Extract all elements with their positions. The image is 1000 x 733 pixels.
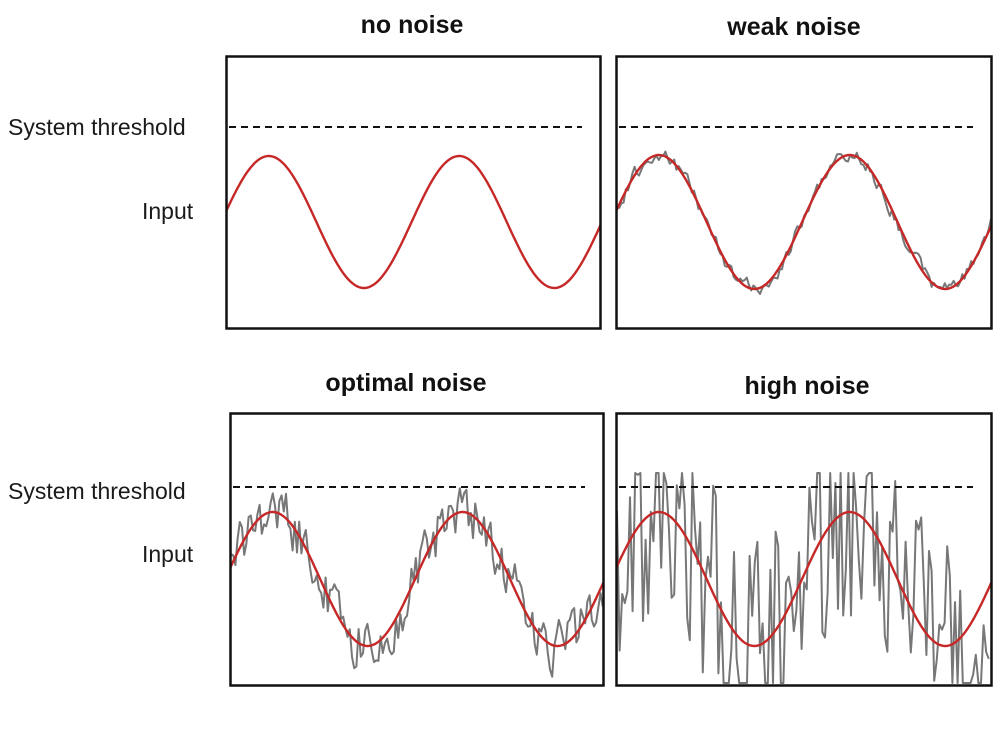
plot-weak-noise	[615, 55, 993, 330]
panel-title-weak-noise: weak noise	[727, 13, 861, 41]
panel-title-no-noise: no noise	[360, 11, 464, 39]
plot-panel-weak-noise	[615, 55, 993, 330]
plot-panel-high-noise	[615, 412, 993, 687]
plot-high-noise	[615, 412, 993, 687]
plot-panel-optimal-noise	[229, 412, 605, 687]
plot-panel-no-noise	[225, 55, 602, 330]
noisy-signal-trace	[617, 472, 990, 684]
input-sine-wave	[617, 510, 991, 648]
input-sine-wave	[227, 154, 600, 290]
plot-frame	[615, 412, 993, 687]
threshold-label-bottom: System threshold	[8, 478, 186, 504]
input-label-top: Input	[142, 198, 194, 224]
plot-frame	[615, 55, 993, 330]
input-sine-wave	[231, 510, 603, 648]
panel-title-high-noise: high noise	[744, 372, 870, 400]
noisy-signal-trace	[231, 487, 603, 678]
input-sine-wave	[617, 153, 991, 291]
noisy-signal-trace	[617, 150, 991, 295]
input-label-bottom: Input	[142, 541, 194, 567]
panel-title-optimal-noise: optimal noise	[325, 369, 487, 397]
plot-frame	[229, 412, 605, 687]
plot-frame	[225, 55, 602, 330]
threshold-label-top: System threshold	[8, 114, 186, 140]
plot-no-noise	[225, 55, 602, 330]
plot-optimal-noise	[229, 412, 605, 687]
